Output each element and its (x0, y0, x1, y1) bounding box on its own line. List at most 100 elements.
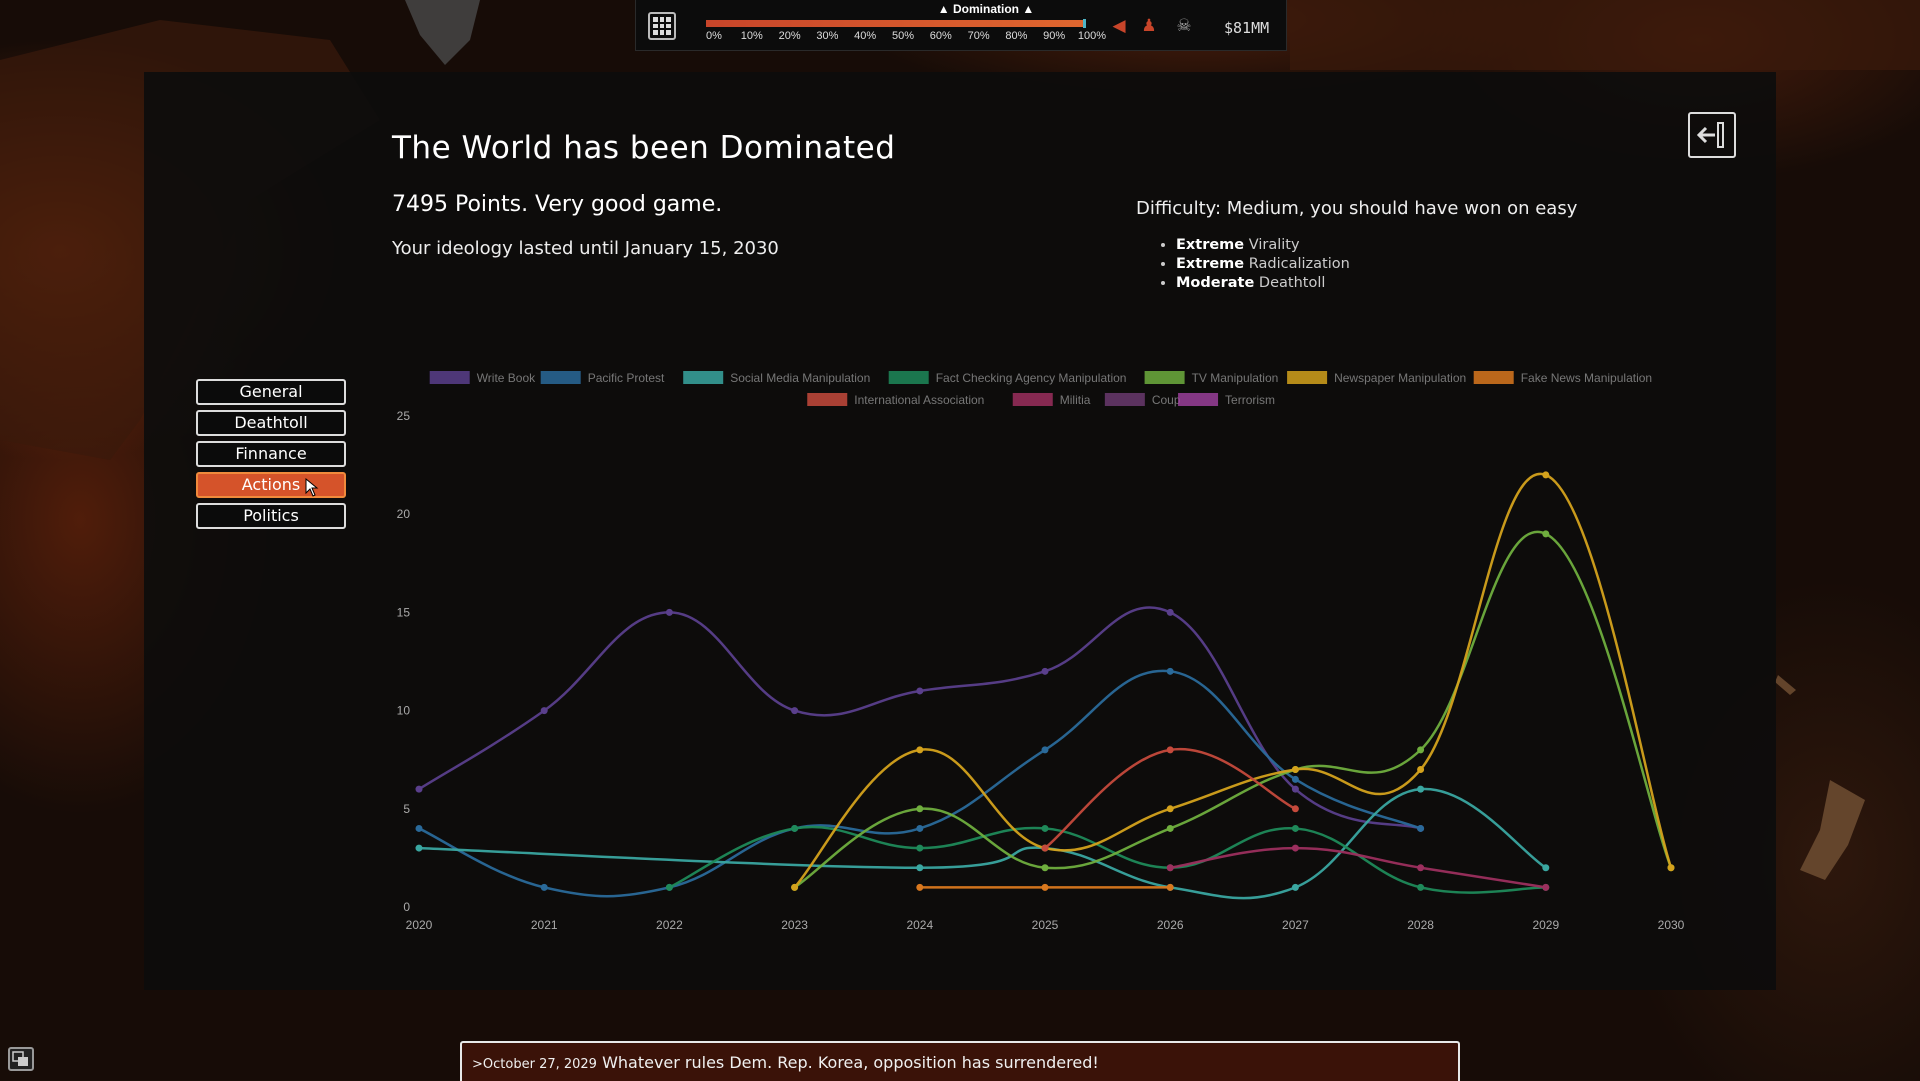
tab-deathtoll[interactable]: Deathtoll (196, 410, 346, 436)
data-point (1166, 824, 1174, 832)
domination-progress-bar (706, 19, 1086, 28)
x-tick-label: 2023 (781, 918, 808, 932)
series-line (418, 606, 1421, 830)
data-point (1041, 667, 1049, 675)
legend-swatch (1178, 393, 1219, 406)
grid-menu-icon[interactable] (648, 12, 676, 40)
legend-swatch (540, 371, 581, 384)
series-line (668, 825, 1546, 894)
tab-general[interactable]: General (196, 379, 346, 405)
europe-asia-landmass (1290, 0, 1920, 70)
data-point (665, 608, 673, 616)
data-point (1291, 775, 1299, 783)
legend-label: Fact Checking Agency Manipulation (936, 371, 1127, 385)
mouse-cursor-icon (305, 478, 319, 497)
progress-tick-label: 100% (1077, 30, 1107, 42)
skull-icon[interactable]: ☠ (1176, 16, 1192, 36)
modifier-level: Extreme (1176, 237, 1245, 253)
data-point (1041, 844, 1049, 852)
data-point (415, 824, 423, 832)
series-line (793, 530, 1673, 889)
protester-icon[interactable]: ♟ (1141, 16, 1157, 36)
domination-progress-fill (706, 20, 1086, 27)
exit-button[interactable] (1688, 112, 1736, 158)
greenland-landmass (405, 0, 480, 65)
data-point (791, 707, 799, 715)
modifier-item: Moderate Deathtoll (1176, 274, 1350, 292)
legend-label: Write Book (477, 371, 536, 385)
x-tick-label: 2021 (531, 918, 558, 932)
news-ticker: >October 27, 2029 Whatever rules Dem. Re… (460, 1041, 1460, 1081)
data-point (665, 883, 673, 891)
data-point (916, 864, 924, 872)
layers-icon (12, 1051, 28, 1066)
data-point (1291, 805, 1299, 813)
x-tick-label: 2020 (406, 918, 433, 932)
data-point (1041, 824, 1049, 832)
data-point (916, 746, 924, 754)
legend-swatch (683, 371, 724, 384)
ideology-lasted-text: Your ideology lasted until January 15, 2… (392, 238, 779, 259)
data-point (916, 844, 924, 852)
data-point (540, 707, 548, 715)
legend-label: TV Manipulation (1192, 371, 1279, 385)
progress-marker (1083, 19, 1086, 28)
legend-swatch (1473, 371, 1514, 384)
data-point (1166, 805, 1174, 813)
data-point (1542, 471, 1550, 479)
data-point (1417, 883, 1425, 891)
progress-tick-label: 50% (891, 30, 915, 42)
data-point (1542, 864, 1550, 872)
legend-swatch (429, 371, 470, 384)
modifier-level: Extreme (1176, 256, 1245, 272)
x-tick-label: 2024 (906, 918, 933, 932)
data-point (1041, 864, 1049, 872)
legend-label: Social Media Manipulation (730, 371, 870, 385)
data-point (1041, 746, 1049, 754)
data-point (1041, 883, 1049, 891)
x-tick-label: 2027 (1282, 918, 1309, 932)
tab-politics[interactable]: Politics (196, 503, 346, 529)
megaphone-icon[interactable]: ◀ (1112, 16, 1126, 36)
data-point (1417, 766, 1425, 774)
page-title: The World has been Dominated (392, 130, 896, 166)
progress-tick-label: 60% (929, 30, 952, 42)
tab-actions[interactable]: Actions (196, 472, 346, 498)
data-point (415, 785, 423, 793)
legend-swatch (888, 371, 929, 384)
data-point (916, 805, 924, 813)
data-point (1291, 883, 1299, 891)
data-point (916, 883, 924, 891)
data-point (1291, 785, 1299, 793)
results-panel (144, 72, 1776, 990)
y-tick-label: 0 (403, 900, 410, 914)
progress-tick-label: 80% (1005, 30, 1028, 42)
y-tick-label: 10 (397, 704, 411, 718)
data-point (791, 883, 799, 891)
y-tick-label: 20 (397, 507, 411, 521)
legend-label: Coup (1152, 393, 1181, 407)
legend-swatch (1104, 393, 1145, 406)
data-point (1417, 746, 1425, 754)
legend-swatch (1144, 371, 1185, 384)
new-zealand-landmass (1800, 780, 1865, 880)
data-point (1166, 864, 1174, 872)
modifier-name: Virality (1248, 237, 1300, 253)
legend-label: Newspaper Manipulation (1334, 371, 1466, 385)
y-tick-label: 25 (397, 409, 411, 423)
y-tick-label: 5 (403, 802, 410, 816)
points-text: 7495 Points. Very good game. (392, 192, 723, 217)
series-line (418, 787, 1547, 900)
progress-tick-label: 0% (706, 30, 722, 42)
data-point (1166, 608, 1174, 616)
progress-tick-label: 30% (816, 30, 839, 42)
tab-finnance[interactable]: Finnance (196, 441, 346, 467)
difficulty-text: Difficulty: Medium, you should have won … (1136, 198, 1578, 219)
data-point (415, 844, 423, 852)
window-toggle-button[interactable] (8, 1047, 34, 1071)
legend-label: Militia (1060, 393, 1091, 407)
data-point (540, 883, 548, 891)
modifier-item: Extreme Radicalization (1176, 255, 1350, 273)
progress-tick-label: 10% (740, 30, 763, 42)
